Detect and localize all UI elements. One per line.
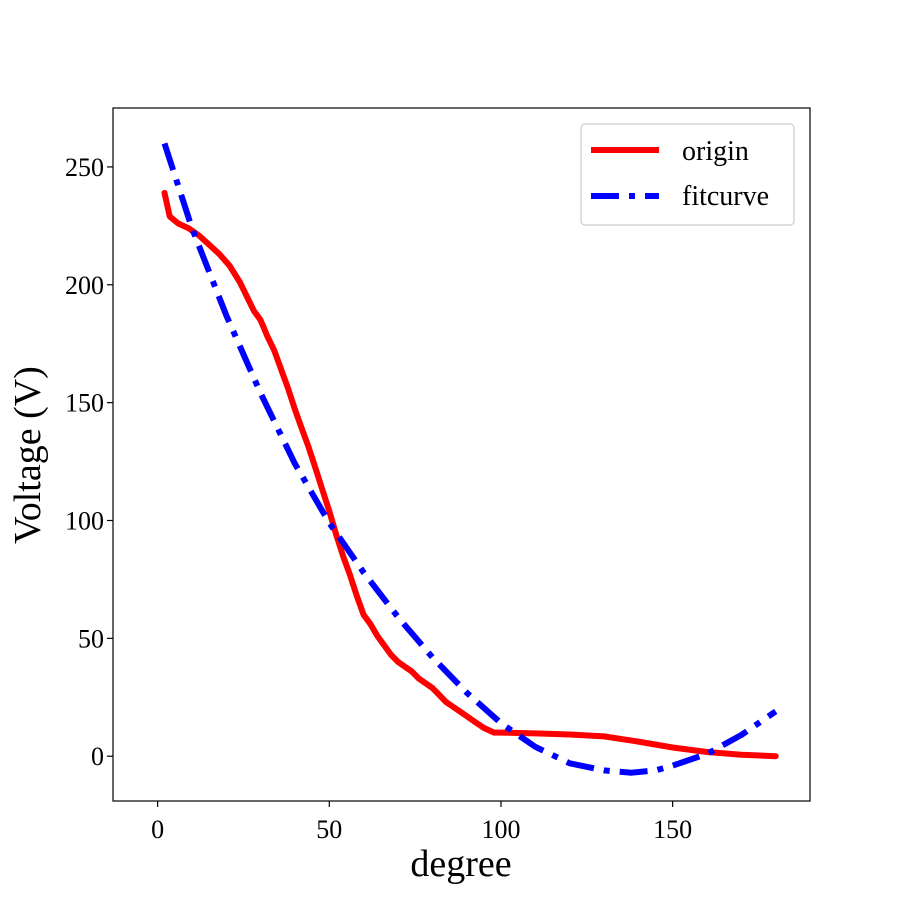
y-tick-label: 0 [91, 742, 104, 771]
y-tick-label: 250 [65, 153, 104, 182]
x-tick-label: 50 [316, 815, 342, 844]
legend-label-origin: origin [682, 136, 749, 167]
series-line-origin [161, 189, 779, 760]
x-tick-label: 0 [151, 815, 164, 844]
plot-frame [112, 107, 811, 802]
y-tick-label: 200 [65, 271, 104, 300]
legend-label-fitcurve: fitcurve [682, 181, 769, 212]
ticks-layer: 0 50 100 150 0 50 100 150 200 250 [65, 153, 692, 844]
x-tick-label: 100 [481, 815, 520, 844]
y-axis-title: Voltage (V) [7, 366, 49, 544]
y-tick-label: 50 [78, 624, 104, 653]
series-line-fitcurve [161, 142, 778, 776]
x-tick-label: 150 [653, 815, 692, 844]
series-layer [161, 142, 779, 776]
x-axis-title: degree [410, 843, 511, 885]
y-tick-label: 150 [65, 389, 104, 418]
y-tick-label: 100 [65, 507, 104, 536]
legend: origin fitcurve [580, 123, 795, 226]
